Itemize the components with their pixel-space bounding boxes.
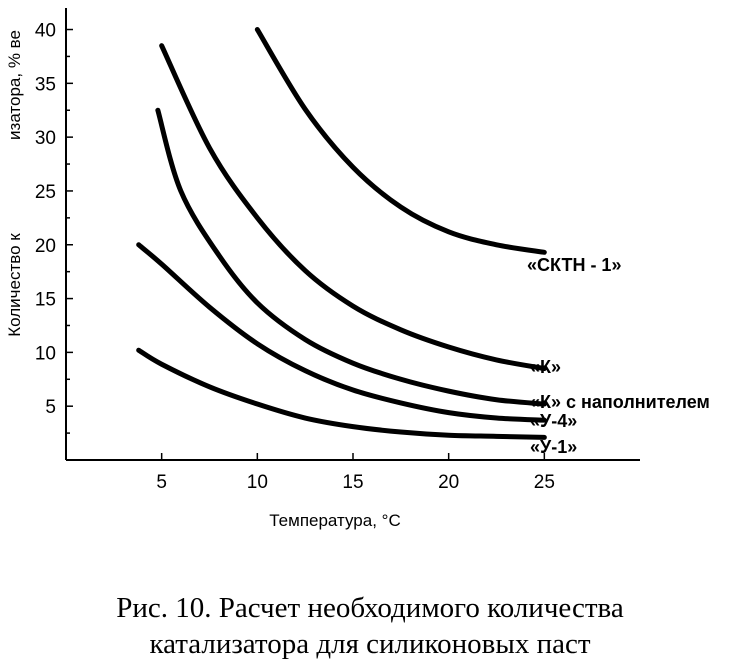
x-tick-label: 15 — [342, 472, 363, 493]
series-line-4 — [136, 242, 547, 423]
y-tick-label: 15 — [35, 290, 56, 311]
y-tick-label: 40 — [35, 21, 56, 42]
series-line-3 — [155, 107, 547, 407]
caption-line-2: катализатора для силиконовых паст — [149, 628, 591, 660]
x-tick-label: 10 — [247, 472, 268, 493]
series-line-2 — [159, 43, 547, 372]
y-tick-label: 10 — [35, 343, 56, 364]
y-tick-label: 30 — [35, 128, 56, 149]
series-label-5: «У-1» — [530, 437, 577, 457]
series-label-2: «К» — [530, 357, 561, 377]
y-axis-label-part1: Количество к — [5, 233, 24, 337]
series-label-4: «У-4» — [530, 411, 577, 431]
y-tick-label: 5 — [45, 397, 56, 418]
chart: 5 10 15 20 25 30 35 40 5 10 15 20 25 «СКТН - 1» «К» «К»… — [5, 8, 710, 530]
x-tick-label: 20 — [438, 472, 459, 493]
figure-caption: Рис. 10. Расчет необходимого количества … — [0, 590, 740, 662]
series-label-1: «СКТН - 1» — [527, 255, 621, 275]
x-axis-label: Температура, °С — [269, 511, 400, 530]
series-label-3: «К» с наполнителем — [530, 392, 710, 412]
series-line-5 — [136, 347, 547, 440]
y-axis-label-part2: изатора, % ве — [5, 30, 24, 140]
x-tick-label: 5 — [156, 472, 167, 493]
series-line-1 — [254, 27, 547, 255]
y-tick-label: 20 — [35, 236, 56, 257]
x-tick-label: 25 — [534, 472, 555, 493]
y-tick-label: 25 — [35, 182, 56, 203]
caption-line-1: Рис. 10. Расчет необходимого количества — [116, 592, 624, 624]
y-tick-label: 35 — [35, 74, 56, 95]
